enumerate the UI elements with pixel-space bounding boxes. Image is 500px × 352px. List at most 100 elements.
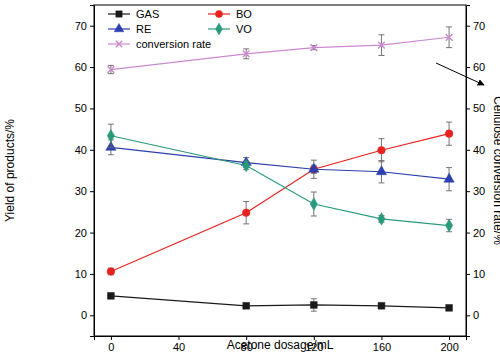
legend-label: conversion rate [136, 38, 211, 50]
error-bar [108, 124, 114, 147]
marker [243, 50, 250, 57]
series-line [111, 296, 449, 308]
legend-entry: GAS [108, 8, 159, 20]
tick: 20 [75, 227, 94, 239]
tick-mark [90, 108, 94, 109]
tick-mark [466, 233, 470, 234]
error-bar [311, 192, 317, 216]
marker [444, 173, 454, 182]
tick: 200 [440, 336, 458, 352]
tick-label: 160 [373, 341, 391, 352]
tick: 70 [466, 20, 485, 32]
marker [445, 219, 452, 232]
plot-frame [94, 5, 466, 336]
tick-label: 0 [473, 309, 479, 321]
marker [309, 163, 319, 172]
error-bar [243, 49, 249, 59]
axis-line [467, 6, 471, 337]
legend-label: BO [236, 8, 252, 20]
series-line [111, 136, 449, 226]
error-bar [446, 27, 452, 48]
marker [378, 302, 385, 309]
error-bar [446, 219, 452, 231]
legend-marker [215, 10, 222, 17]
y-axis-title: Yield of products/% [3, 119, 17, 222]
tick: 0 [81, 309, 94, 321]
error-bar [108, 65, 114, 73]
tick-mark [90, 150, 94, 151]
legend-marker [216, 23, 223, 35]
tick-mark [466, 26, 470, 27]
legend-label: VO [236, 23, 252, 35]
tick-mark [466, 150, 470, 151]
x-axis-title: Acetone dosage/mL [227, 338, 334, 352]
legend-label: RE [136, 23, 151, 35]
error-bar [378, 139, 384, 162]
tick: 10 [466, 268, 485, 280]
tick: 0 [466, 309, 479, 321]
tick-label: 40 [173, 341, 185, 352]
tick-mark [179, 336, 180, 340]
tick: 0 [108, 336, 114, 352]
series-line [111, 147, 449, 179]
tick-label: 50 [473, 102, 485, 114]
marker [310, 44, 317, 51]
tick-label: 70 [473, 20, 485, 32]
axis-line [90, 6, 95, 337]
series-line [111, 134, 449, 272]
tick-mark [90, 233, 94, 234]
legend-entry: BO [208, 8, 252, 20]
marker [108, 292, 115, 299]
chart: 0408012016020001020304050607001020304050… [0, 0, 500, 352]
tick-label: 50 [75, 102, 87, 114]
arrow [436, 63, 484, 85]
series-line [111, 37, 449, 69]
x-axis: 04080120160200 [95, 336, 467, 352]
legend-entry: conversion rate [108, 38, 211, 50]
tick-mark [90, 274, 94, 275]
tick: 20 [466, 227, 485, 239]
error-bar [108, 268, 114, 275]
tick-label: 20 [473, 227, 485, 239]
tick-label: 20 [75, 227, 87, 239]
legend-entry: RE [108, 23, 151, 35]
marker [107, 129, 114, 142]
tick-mark [466, 67, 470, 68]
tick-label: 10 [473, 268, 485, 280]
tick: 50 [466, 102, 485, 114]
error-bar [446, 122, 452, 145]
legend: GAS BO RE VO conversion rate [108, 8, 252, 50]
tick-label: 0 [108, 341, 114, 352]
tick-label: 30 [473, 185, 485, 197]
tick-mark [90, 315, 94, 316]
marker [378, 146, 386, 154]
legend-marker [116, 41, 122, 47]
legend-marker [116, 11, 122, 17]
marker [243, 302, 250, 309]
tick-mark [90, 26, 94, 27]
marker [445, 130, 453, 138]
marker [446, 304, 453, 311]
tick-mark [466, 191, 470, 192]
marker [108, 66, 115, 73]
tick-label: 70 [75, 20, 87, 32]
tick-label: 200 [440, 341, 458, 352]
marker [243, 159, 250, 172]
tick: 30 [466, 185, 485, 197]
tick-mark [466, 274, 470, 275]
tick-label: 40 [473, 144, 485, 156]
marker [107, 268, 115, 276]
y2-axis-title: Cellulose conversion rate/% [491, 96, 500, 245]
tick-label: 10 [75, 268, 87, 280]
marker [376, 166, 386, 175]
legend-marker [114, 23, 124, 31]
marker [378, 213, 385, 226]
error-bar [311, 299, 317, 311]
marker [310, 302, 317, 309]
plot-area [106, 27, 454, 311]
marker [378, 42, 385, 49]
tick-mark [90, 67, 94, 68]
tick: 70 [75, 20, 94, 32]
tick-label: 0 [81, 309, 87, 321]
tick: 60 [466, 61, 485, 73]
